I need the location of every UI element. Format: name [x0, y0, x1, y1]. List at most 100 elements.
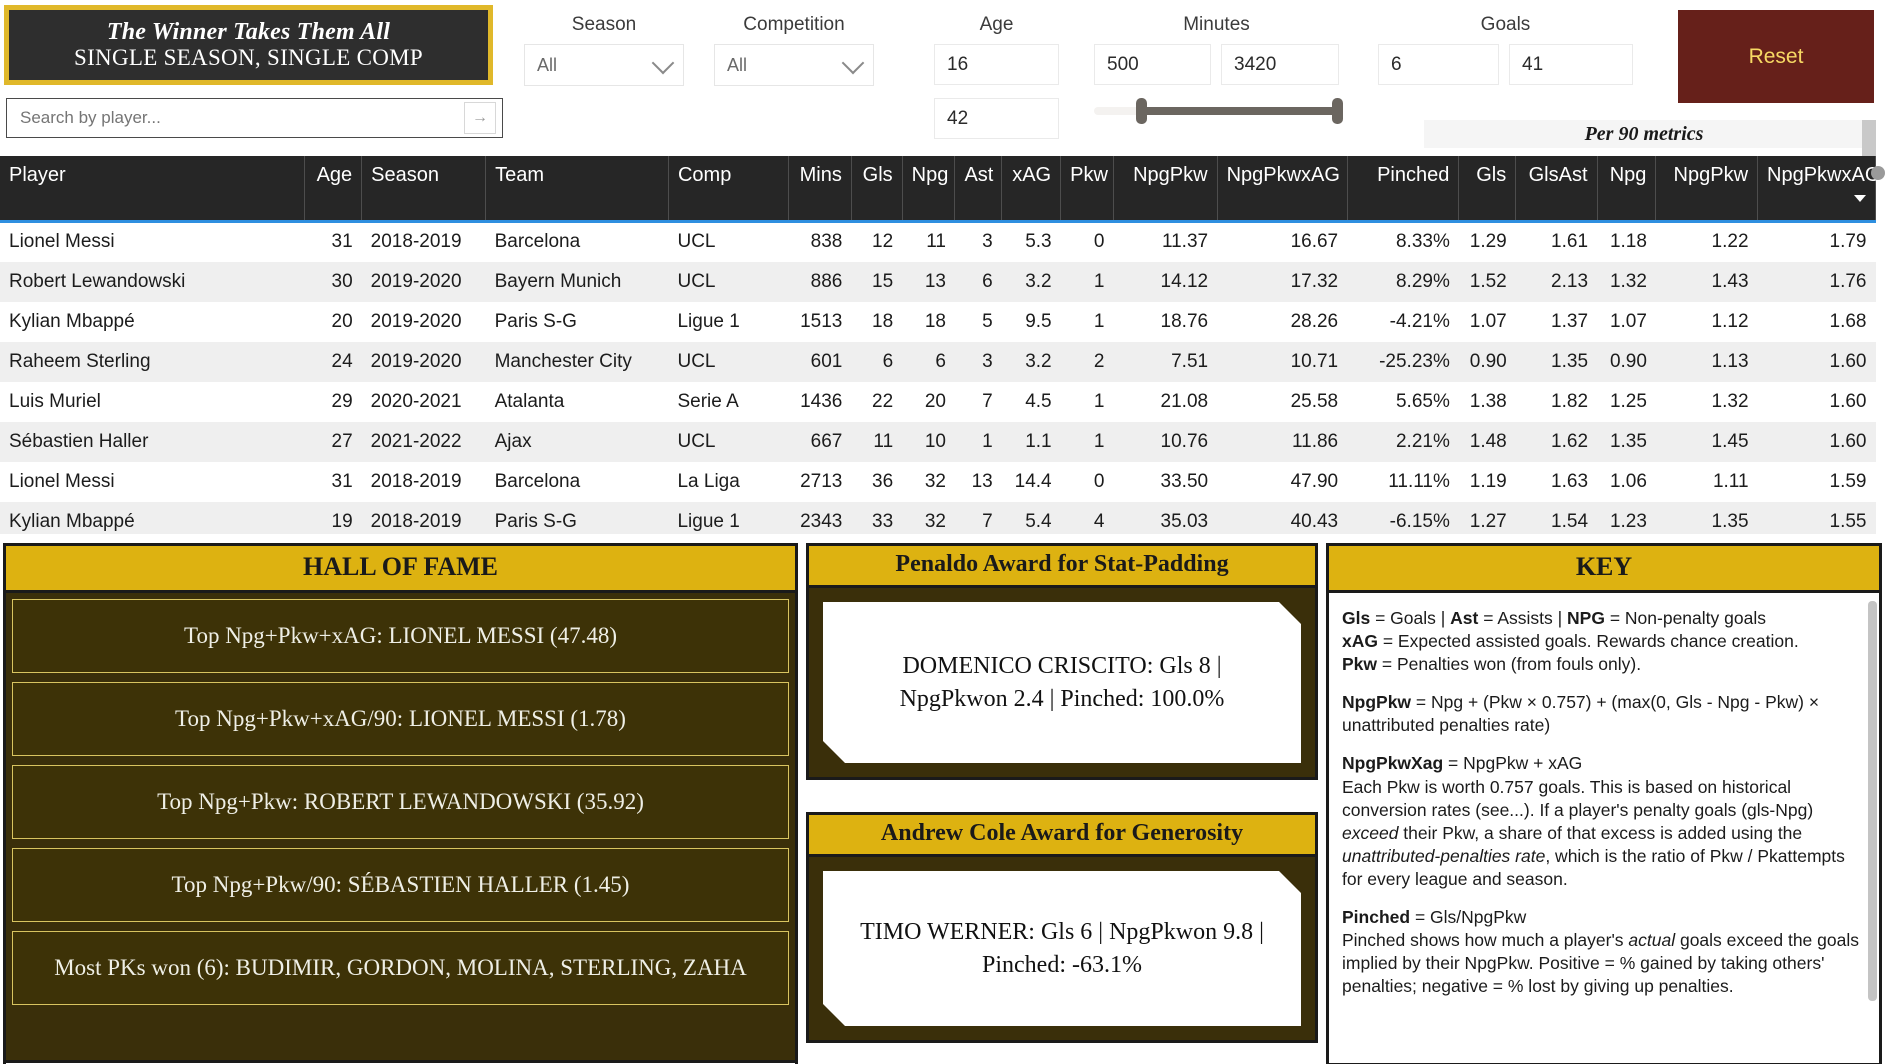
table-row[interactable]: Lionel Messi 31 2018-2019 Barcelona La Liga 2… [0, 461, 1876, 502]
column-header-pinched-13[interactable]: Pinched [1347, 156, 1460, 223]
table-cell: 2019-2020 [370, 310, 462, 332]
hall-of-fame-title: HALL OF FAME [3, 543, 798, 593]
table-cell: 2.13 [1551, 270, 1589, 292]
table-cell: 1.12 [1711, 310, 1749, 332]
table-cell: 0.90 [1469, 350, 1507, 372]
table-cell: -4.21% [1389, 310, 1450, 332]
column-header-gls-14[interactable]: Gls [1458, 156, 1517, 223]
key-line-pinched-detail: Pinched shows how much a player's actual… [1342, 929, 1866, 998]
table-cell: 1.25 [1609, 390, 1647, 412]
table-cell: 25.58 [1290, 390, 1339, 412]
table-cell: 40.43 [1290, 510, 1339, 532]
table-cell: 11 [873, 430, 894, 452]
table-cell: 1 [1093, 430, 1105, 452]
table-cell: 20 [331, 310, 353, 332]
table-row[interactable]: Kylian Mbappé 19 2018-2019 Paris S-G Ligue 1… [0, 501, 1876, 534]
table-cell: 6 [882, 350, 894, 372]
search-input[interactable] [7, 107, 464, 129]
column-header-pkw-10[interactable]: Pkw [1060, 156, 1114, 223]
table-cell: 28.26 [1290, 310, 1339, 332]
table-cell: 14.4 [1014, 470, 1052, 492]
reset-button[interactable]: Reset [1678, 10, 1874, 103]
minutes-slider-thumb-max[interactable] [1331, 98, 1343, 124]
table-cell: 33.50 [1160, 470, 1209, 492]
table-cell: 1.11 [1712, 470, 1749, 492]
minutes-slider-thumb-min[interactable] [1135, 98, 1147, 124]
table-cell: 6 [982, 270, 993, 292]
column-header-team-3[interactable]: Team [485, 156, 669, 223]
table-cell: 2018-2019 [370, 470, 462, 492]
table-cell: 10.76 [1160, 430, 1209, 452]
table-row[interactable]: Luis Muriel 29 2020-2021 Atalanta Serie A 143… [0, 381, 1876, 422]
table-row[interactable]: Sébastien Haller 27 2021-2022 Ajax UCL 667 11 1… [0, 421, 1876, 462]
column-header-npgpkw-17[interactable]: NpgPkw [1655, 156, 1759, 223]
column-header-age-1[interactable]: Age [304, 156, 363, 223]
players-table-container[interactable]: Player Age Season Team Comp Mins Gls Npg Ast xAG P… [0, 156, 1889, 534]
cole-award-title: Andrew Cole Award for Generosity [806, 812, 1318, 857]
key-def-npgpkw: = Npg + (Pkw × 0.757) + (max(0, Gls - Np… [1342, 692, 1820, 736]
table-cell: Robert Lewandowski [9, 270, 186, 292]
player-search[interactable]: → [6, 98, 503, 138]
penaldo-award-title: Penaldo Award for Stat-Padding [806, 543, 1318, 588]
age-max-input[interactable]: 42 [934, 98, 1059, 139]
key-def-ast: = Assists | [1478, 608, 1568, 628]
table-cell: 1 [1093, 310, 1105, 332]
minutes-min-input[interactable]: 500 [1094, 44, 1211, 85]
column-header-player-0[interactable]: Player [0, 156, 306, 223]
column-header-npg-16[interactable]: Npg [1597, 156, 1657, 223]
table-cell: 17.32 [1290, 270, 1339, 292]
table-cell: 21.08 [1160, 390, 1209, 412]
column-header-npgpkwxag-12[interactable]: NpgPkwxAG [1217, 156, 1348, 223]
season-select[interactable]: All [524, 44, 684, 86]
table-cell: 1.52 [1469, 270, 1507, 292]
column-header-xag-9[interactable]: xAG [1001, 156, 1062, 223]
table-cell: 18.76 [1160, 310, 1209, 332]
table-cell: 1.45 [1711, 430, 1749, 452]
search-submit-icon[interactable]: → [464, 102, 496, 134]
hall-of-fame-item: Top Npg+Pkw/90: SÉBASTIEN HALLER (1.45) [12, 848, 789, 922]
hall-of-fame-item: Top Npg+Pkw+xAG: LIONEL MESSI (47.48) [12, 599, 789, 673]
table-cell: 1.06 [1609, 470, 1647, 492]
key-scrollbar[interactable] [1868, 601, 1877, 1001]
table-cell: 1.54 [1551, 510, 1589, 532]
horizontal-scroll-indicator[interactable] [1862, 120, 1876, 156]
column-header-comp-4[interactable]: Comp [668, 156, 789, 223]
table-row[interactable]: Robert Lewandowski 30 2019-2020 Bayern Muni… [0, 261, 1876, 302]
column-header-season-2[interactable]: Season [361, 156, 487, 223]
hall-of-fame-item: Top Npg+Pkw+xAG/90: LIONEL MESSI (1.78) [12, 682, 789, 756]
table-cell: 667 [810, 430, 843, 452]
table-cell: Serie A [677, 390, 739, 412]
cole-award-text: TIMO WERNER: Gls 6 | NpgPkwon 9.8 | Pinc… [823, 871, 1301, 1026]
column-header-npgpkw-11[interactable]: NpgPkw [1113, 156, 1218, 223]
table-row[interactable]: Raheem Sterling 24 2019-2020 Manchester Cit… [0, 341, 1876, 382]
table-row[interactable]: Lionel Messi 31 2018-2019 Barcelona UCL 838 12… [0, 221, 1876, 262]
key-def-xag: = Expected assisted goals. Rewards chanc… [1377, 631, 1799, 652]
goals-max-value: 41 [1522, 53, 1544, 75]
minutes-range-slider[interactable] [1094, 98, 1343, 124]
column-header-glsast-15[interactable]: GlsAst [1515, 156, 1598, 223]
goals-max-input[interactable]: 41 [1509, 44, 1633, 85]
column-header-npgpkwxag-18[interactable]: NpgPkwxAG [1757, 156, 1880, 223]
table-cell: 1.35 [1609, 430, 1647, 452]
column-header-ast-8[interactable]: Ast [954, 156, 1003, 223]
table-cell: 1.1 [1025, 430, 1052, 452]
goals-min-input[interactable]: 6 [1378, 44, 1500, 85]
key-term-npg: NPG [1567, 608, 1605, 628]
table-cell: 1 [1093, 390, 1105, 412]
table-cell: 1.27 [1469, 510, 1507, 532]
table-cell: Ligue 1 [677, 510, 740, 532]
column-header-mins-5[interactable]: Mins [788, 156, 852, 223]
table-cell: 14.12 [1160, 270, 1209, 292]
hall-of-fame-panel: HALL OF FAME Top Npg+Pkw+xAG: LIONEL MES… [3, 543, 798, 1064]
competition-select[interactable]: All [714, 44, 874, 86]
table-row[interactable]: Kylian Mbappé 20 2019-2020 Paris S-G Ligue 1… [0, 301, 1876, 342]
title-line-2: SINGLE SEASON, SINGLE COMP [74, 45, 423, 70]
key-spacer [1342, 891, 1866, 906]
key-term-pinched: Pinched [1342, 907, 1411, 928]
vertical-scrollbar-handle[interactable] [1871, 166, 1885, 180]
column-header-npg-7[interactable]: Npg [902, 156, 956, 223]
column-header-gls-6[interactable]: Gls [851, 156, 903, 223]
age-min-input[interactable]: 16 [934, 44, 1059, 85]
minutes-max-input[interactable]: 3420 [1221, 44, 1339, 85]
table-cell: 32 [924, 510, 946, 532]
